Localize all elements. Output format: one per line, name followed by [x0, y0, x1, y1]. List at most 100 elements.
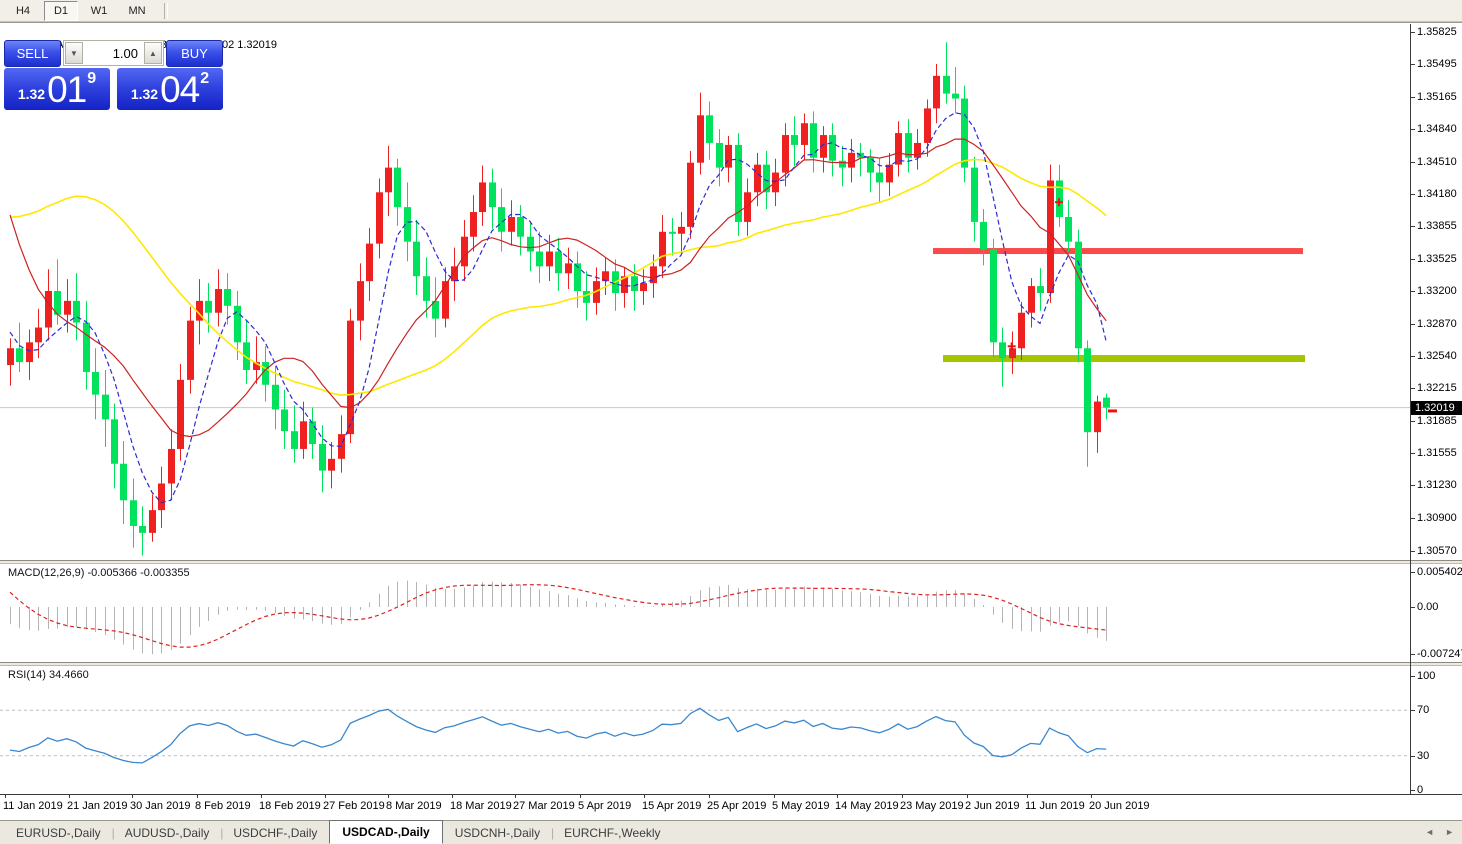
tab-usdcad-daily[interactable]: USDCAD-,Daily [329, 820, 443, 844]
macd-signal-line [9, 584, 1107, 648]
price-tick-label-tick [1411, 551, 1415, 552]
price-tick-label-tick [1411, 162, 1415, 163]
time-axis-label: 18 Feb 2019 [259, 800, 321, 812]
rsi-tick-label-tick [1411, 676, 1415, 677]
price-tick-label: 1.32870 [1417, 318, 1457, 330]
price-tick-label-tick [1411, 453, 1415, 454]
price-tick-label-tick [1411, 518, 1415, 519]
time-axis-tick [69, 795, 70, 798]
time-axis-label: 27 Feb 2019 [323, 800, 385, 812]
price-tick-label: 1.33855 [1417, 220, 1457, 232]
price-tick-label: 1.33525 [1417, 253, 1457, 265]
main-price-chart[interactable] [0, 24, 1410, 560]
support-line[interactable] [943, 355, 1305, 363]
time-axis-label: 27 Mar 2019 [513, 800, 575, 812]
timeframe-button-mn[interactable]: MN [128, 4, 146, 17]
rsi-chart[interactable] [0, 666, 1410, 792]
time-axis-tick [388, 795, 389, 798]
rsi-panel-separator[interactable] [0, 662, 1462, 666]
tab-audusd-daily[interactable]: AUDUSD-,Daily | [113, 823, 224, 844]
time-axis-tick [837, 795, 838, 798]
resistance-line[interactable] [933, 248, 1303, 255]
price-tick-label: 1.30900 [1417, 512, 1457, 524]
macd-tick-label-tick [1411, 572, 1415, 573]
time-axis: 11 Jan 2019 21 Jan 2019 30 Jan 2019 8 Feb 2… [0, 794, 1462, 819]
price-tick-label: 1.32215 [1417, 382, 1457, 394]
ma-line-34 [9, 158, 1107, 397]
price-tick-label-tick [1411, 259, 1415, 260]
time-axis-label: 11 Jun 2019 [1025, 800, 1085, 812]
price-tick-label-tick [1411, 97, 1415, 98]
ma-line-13 [9, 138, 1107, 438]
rsi-label: RSI(14) 34.4660 [8, 669, 89, 681]
timeframe-button-d1[interactable]: D1 [44, 0, 78, 21]
price-tick-label: 1.35495 [1417, 58, 1457, 70]
time-axis-label: 14 May 2019 [835, 800, 899, 812]
time-axis-tick [580, 795, 581, 798]
price-tick-label: 1.35825 [1417, 26, 1457, 38]
current-price-badge: 1.32019 [1411, 401, 1462, 415]
price-tick-label: 1.34510 [1417, 156, 1457, 168]
time-axis-tick [261, 795, 262, 798]
time-axis-tick [515, 795, 516, 798]
price-tick-label-tick [1411, 129, 1415, 130]
price-tick-label-tick [1411, 64, 1415, 65]
buy-price-button[interactable]: 1.32 04 2 [117, 68, 223, 110]
candles-layer [7, 42, 1110, 556]
price-tick-label: 1.34840 [1417, 123, 1457, 135]
sell-price-pip: 9 [87, 70, 97, 87]
macd-tick-label-tick [1411, 654, 1415, 655]
time-axis-tick [1091, 795, 1092, 798]
time-axis-tick [644, 795, 645, 798]
rsi-tick-label: 70 [1417, 704, 1430, 716]
price-tick-label-tick [1411, 356, 1415, 357]
timeframe-button-h4[interactable]: H4 [15, 4, 31, 17]
timeframe-toolbar: H4 D1 W1 MN [0, 0, 1462, 22]
time-axis-tick [5, 795, 6, 798]
tab-eurusd-daily[interactable]: EURUSD-,Daily | [4, 823, 115, 844]
tab-usdchf-daily[interactable]: USDCHF-,Daily| [221, 823, 331, 844]
one-click-trading-widget: SELL ▼ 1.00 ▲ BUY 1.32 01 9 1.32 04 2 [4, 40, 223, 110]
time-axis-tick [967, 795, 968, 798]
price-tick-label-tick [1411, 485, 1415, 486]
volume-increase-icon[interactable]: ▲ [144, 42, 162, 64]
sell-button[interactable]: SELL [4, 40, 61, 67]
volume-decrease-icon[interactable]: ▼ [65, 42, 83, 64]
tab-scroll-right-icon[interactable]: ► [1445, 827, 1454, 837]
macd-tick-label: -0.007247 [1417, 648, 1462, 660]
price-tick-label-tick [1411, 291, 1415, 292]
price-scale-column: 1.32019 1.35825 1.35495 1.35165 1.34840 1.34… [1411, 0, 1462, 820]
rsi-tick-label-tick [1411, 710, 1415, 711]
sell-price-button[interactable]: 1.32 01 9 [4, 68, 110, 110]
time-axis-tick [902, 795, 903, 798]
buy-button[interactable]: BUY [166, 40, 223, 67]
macd-chart[interactable] [0, 564, 1410, 662]
time-axis-tick [325, 795, 326, 798]
macd-tick-label: 0.005402 [1417, 566, 1462, 578]
chart-tab-bar: EURUSD-,Daily | AUDUSD-,Daily | USDCHF-,Dail… [0, 820, 1462, 844]
time-axis-label: 23 May 2019 [900, 800, 964, 812]
time-axis-label: 20 Jun 2019 [1089, 800, 1150, 812]
price-tick-label: 1.30570 [1417, 545, 1457, 557]
volume-input[interactable]: 1.00 [112, 45, 138, 61]
tab-divider: | [220, 826, 224, 840]
time-axis-label: 5 May 2019 [772, 800, 830, 812]
time-axis-label: 30 Jan 2019 [130, 800, 191, 812]
price-tick-label: 1.33200 [1417, 285, 1457, 297]
trade-cross-marker [1054, 198, 1063, 207]
tab-divider: | [550, 826, 555, 840]
toolbar-separator [164, 2, 168, 19]
tab-eurchf-weekly[interactable]: EURCHF-,Weekly [564, 826, 661, 840]
tab-scroll-left-icon[interactable]: ◄ [1425, 827, 1434, 837]
price-tick-label-tick [1411, 194, 1415, 195]
tab-usdcnh-daily[interactable]: USDCNH-,Daily | [443, 823, 555, 844]
timeframe-button-w1[interactable]: W1 [90, 4, 108, 17]
time-axis-tick [452, 795, 453, 798]
time-axis-label: 18 Mar 2019 [450, 800, 512, 812]
rsi-tick-label: 30 [1417, 750, 1430, 762]
price-tick-label-tick [1411, 388, 1415, 389]
rsi-tick-label: 0 [1417, 784, 1424, 796]
volume-stepper[interactable]: ▼ 1.00 ▲ [63, 40, 164, 66]
macd-panel-separator[interactable] [0, 560, 1462, 564]
time-axis-tick [774, 795, 775, 798]
